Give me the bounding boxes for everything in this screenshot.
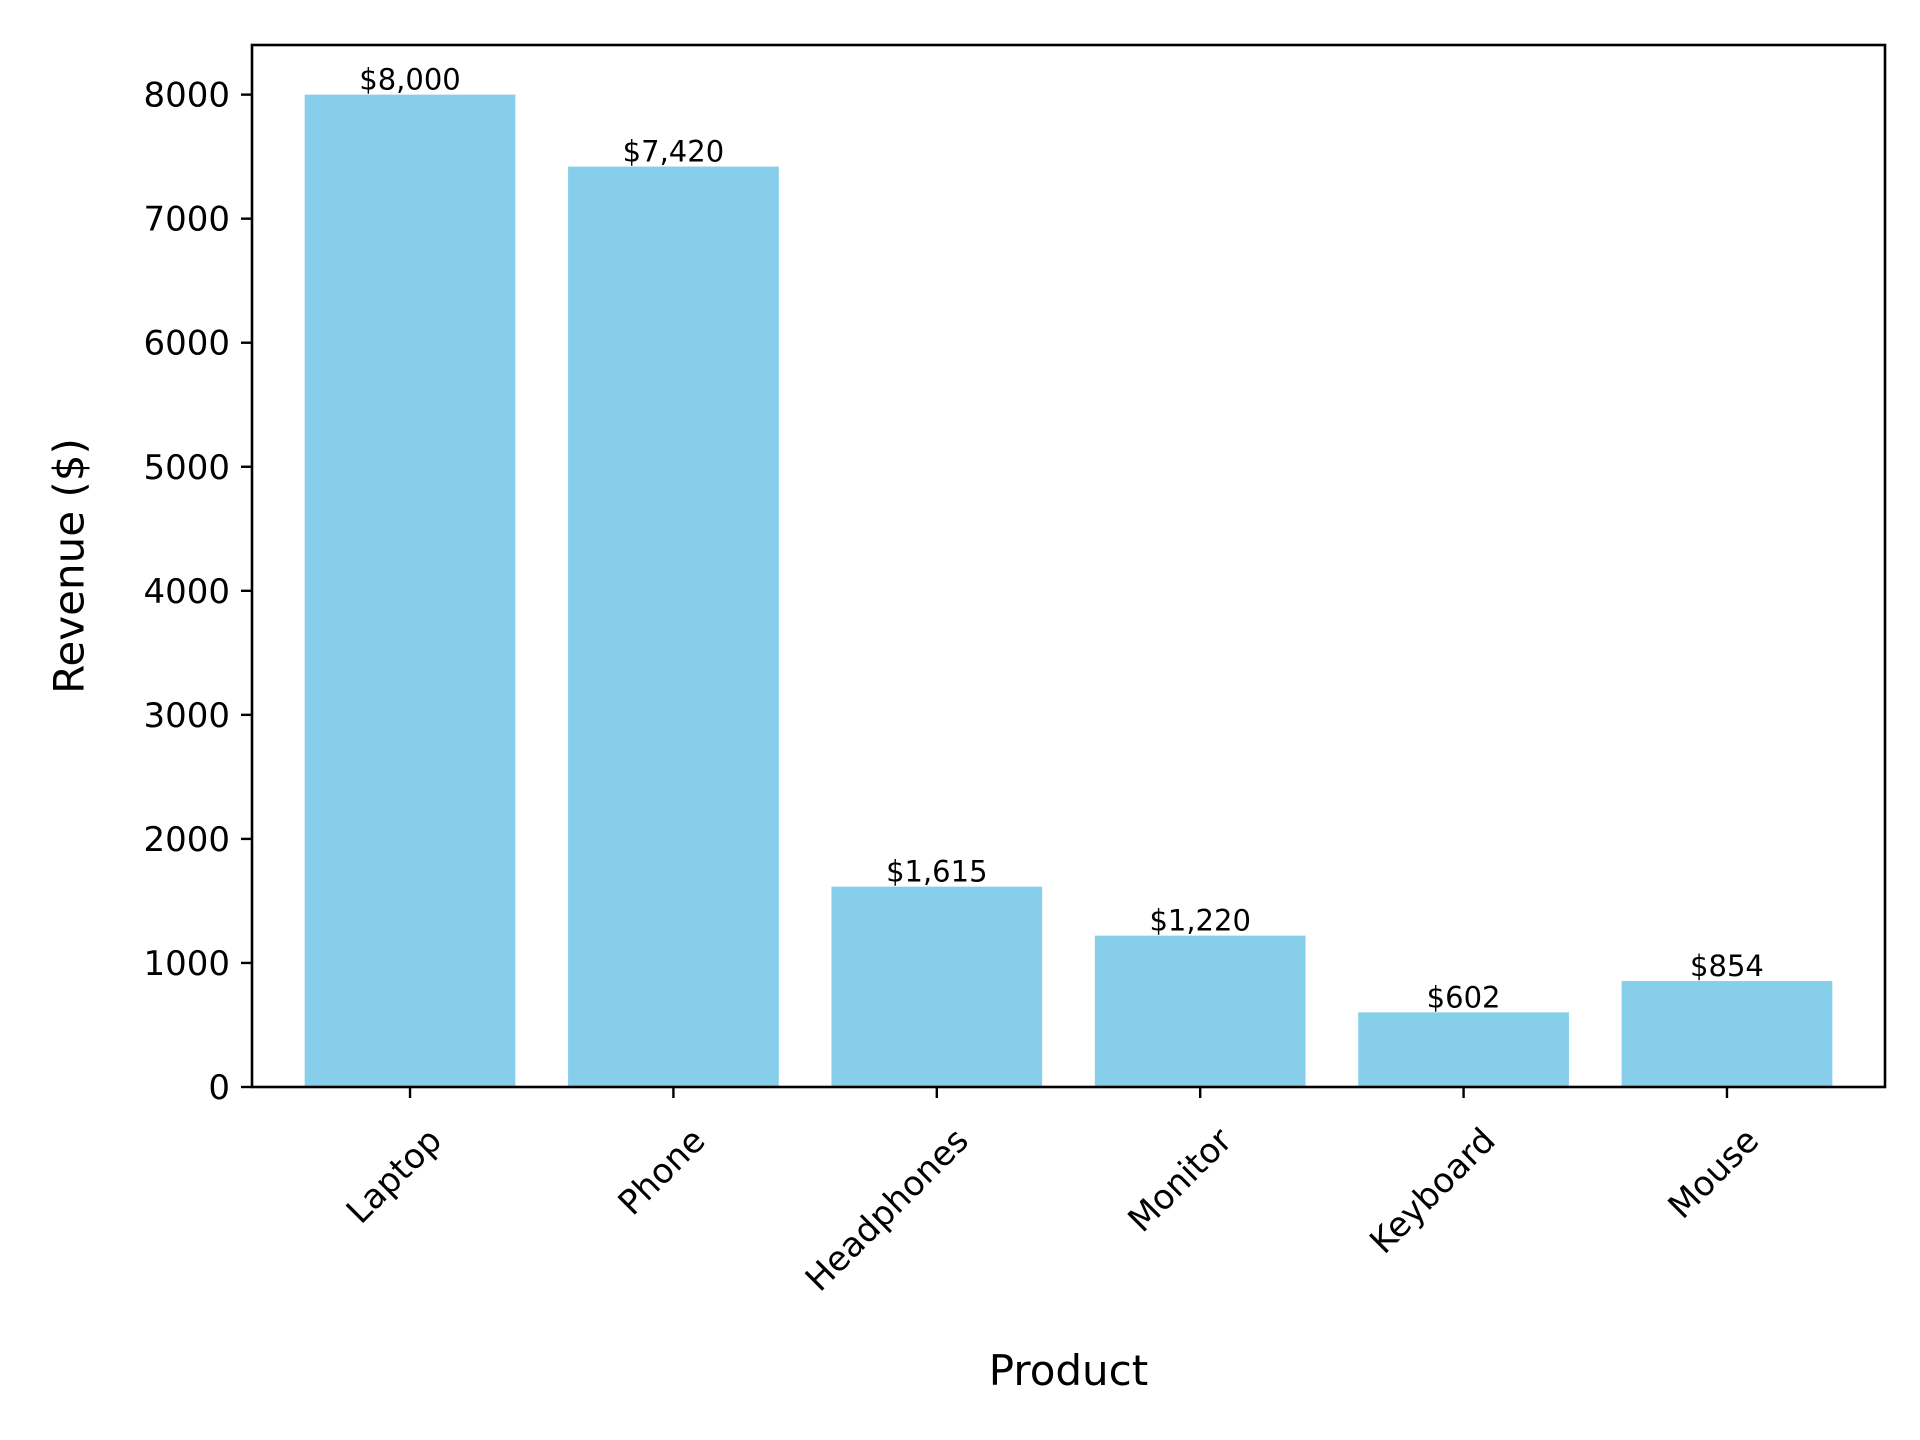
data-label-monitor: $1,220 <box>1149 904 1250 938</box>
x-tick-label-mouse: Mouse <box>1661 1121 1767 1227</box>
bars-layer <box>304 94 1833 1088</box>
y-axis: 0 1000 2000 3000 4000 5000 6000 7000 8000 <box>143 76 252 1108</box>
x-axis: Laptop Phone Headphones Monitor Keyboard Mous… <box>339 1087 1767 1300</box>
plot-frame <box>250 43 1887 1089</box>
x-tick-label-laptop: Laptop <box>339 1121 450 1232</box>
data-label-phone: $7,420 <box>623 135 724 169</box>
bar-mouse <box>1621 981 1833 1087</box>
y-axis-title: Revenue ($) <box>45 438 94 694</box>
x-tick-label-monitor: Monitor <box>1120 1121 1240 1241</box>
y-tick-label-0: 0 <box>208 1068 230 1108</box>
bar-monitor <box>1094 935 1306 1087</box>
data-label-laptop: $8,000 <box>359 63 460 97</box>
bar-keyboard <box>1358 1012 1569 1087</box>
y-tick-label-8000: 8000 <box>143 76 230 116</box>
data-labels-layer: $8,000 $7,420 $1,615 $1,220 $602 $854 <box>359 63 1764 1015</box>
data-label-mouse: $854 <box>1690 949 1764 983</box>
y-tick-label-6000: 6000 <box>143 324 230 364</box>
data-label-keyboard: $602 <box>1427 980 1501 1014</box>
y-tick-label-2000: 2000 <box>143 820 230 860</box>
bar-headphones <box>831 886 1043 1087</box>
y-tick-label-5000: 5000 <box>143 448 230 488</box>
bar-phone <box>568 166 779 1088</box>
data-label-headphones: $1,615 <box>886 855 987 889</box>
x-tick-label-phone: Phone <box>611 1121 714 1224</box>
bar-laptop <box>304 94 516 1088</box>
x-tick-label-keyboard: Keyboard <box>1362 1121 1503 1262</box>
y-tick-label-1000: 1000 <box>143 944 230 984</box>
x-tick-label-headphones: Headphones <box>798 1121 977 1300</box>
y-tick-label-4000: 4000 <box>143 572 230 612</box>
x-axis-title: Product <box>989 1346 1148 1395</box>
y-tick-label-7000: 7000 <box>143 200 230 240</box>
y-tick-label-3000: 3000 <box>143 696 230 736</box>
